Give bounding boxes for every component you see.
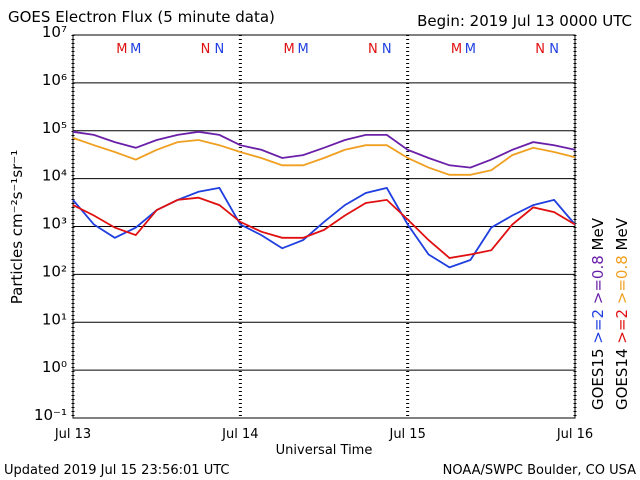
time-marker: N <box>549 42 559 57</box>
updated-time: Updated 2019 Jul 15 23:56:01 UTC <box>4 463 229 478</box>
time-marker: N <box>535 42 545 57</box>
time-marker: N <box>382 42 392 57</box>
data-line <box>72 137 576 176</box>
data-line <box>72 196 576 259</box>
y-tick-label: 10⁻¹ <box>34 406 67 424</box>
y-tick-label: 10⁵ <box>42 119 67 137</box>
time-marker: M <box>451 42 462 57</box>
data-line <box>72 130 576 169</box>
legend-satellite: GOES15 <box>589 348 607 410</box>
time-marker: M <box>297 42 308 57</box>
time-marker: N <box>368 42 378 57</box>
legend-satellite: GOES14 <box>613 348 631 410</box>
y-axis-label: Particles cm⁻²s⁻¹sr⁻¹ <box>8 150 26 304</box>
time-marker: N <box>201 42 211 57</box>
time-marker: M <box>116 42 127 57</box>
legend-entry: GOES14 >=2 >=0.8 MeV <box>613 217 631 410</box>
y-tick-label: 10⁷ <box>42 23 67 41</box>
y-tick-label: 10² <box>42 262 67 280</box>
time-marker: M <box>130 42 141 57</box>
y-tick-label: 10⁴ <box>42 167 67 185</box>
y-tick-label: 10¹ <box>42 310 67 328</box>
legend-label: >=2 <box>613 309 631 344</box>
chart-title: GOES Electron Flux (5 minute data) <box>8 8 275 26</box>
legend-label: >=0.8 <box>613 255 631 304</box>
plot-frame <box>72 34 576 419</box>
credit: NOAA/SWPC Boulder, CO USA <box>443 463 636 478</box>
legend-label: >=2 <box>589 309 607 344</box>
x-tick-label: Jul 13 <box>54 427 91 442</box>
y-tick-label: 10⁶ <box>42 71 67 89</box>
begin-time: Begin: 2019 Jul 13 0000 UTC <box>417 12 632 30</box>
time-marker: M <box>284 42 295 57</box>
x-axis-label: Universal Time <box>276 443 373 458</box>
time-marker: M <box>465 42 476 57</box>
legend-unit: MeV <box>589 217 607 250</box>
legend-label: >=0.8 <box>589 255 607 304</box>
y-tick-label: 10³ <box>42 215 67 233</box>
x-tick-label: Jul 15 <box>388 427 425 442</box>
x-tick-label: Jul 16 <box>556 427 593 442</box>
legend-unit: MeV <box>613 217 631 250</box>
x-tick-label: Jul 14 <box>221 427 258 442</box>
time-marker: N <box>215 42 225 57</box>
data-line <box>72 186 576 269</box>
y-tick-label: 10⁰ <box>42 358 67 376</box>
legend-entry: GOES15 >=2 >=0.8 MeV <box>589 217 607 410</box>
